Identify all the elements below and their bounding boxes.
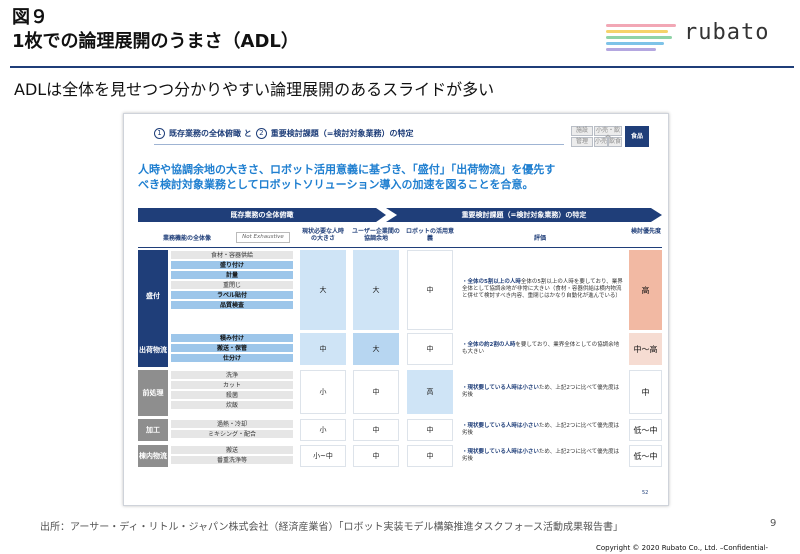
step-1-icon: 1	[154, 128, 165, 139]
task-item: 仕分け	[170, 353, 294, 363]
group-serving-tasks: 食材・容器供給 盛り付け 計量 重閉じ ラベル貼付 品質検査	[170, 250, 294, 310]
robot-preprocess: 高	[407, 370, 453, 414]
group-serving: 盛付	[138, 250, 168, 342]
header-divider	[10, 66, 794, 68]
labor-inbuilding: 小~中	[300, 445, 346, 467]
col-head-labor: 現状必要な人時の大きさ	[301, 228, 344, 242]
labor-processing: 小	[300, 419, 346, 441]
col-head-function: 業務機能の全体像	[162, 235, 211, 242]
robot-serving: 中	[407, 250, 453, 330]
robot-shipping: 中	[407, 333, 453, 365]
eval-inbuilding-bold: ・現状要している人時は小さい	[462, 449, 539, 455]
task-item: 計量	[170, 270, 294, 280]
task-item: 炊飯	[170, 400, 294, 410]
headline-line-2: べき検討対象業務としてロボットソリューション導入の加速を図ることを合意。	[138, 178, 534, 191]
group-processing: 加工	[138, 419, 168, 441]
step-header: 1 既存業務の全体俯瞰 と 2 重要検討課題（=検討対象業務）の特定	[154, 128, 414, 139]
priority-serving: 高	[629, 250, 662, 330]
source-note: 出所：アーサー・ディ・リトル・ジャパン株式会社（経済産業省）「ロボット実装モデル…	[40, 522, 623, 533]
tag-food-selected: 食品	[625, 126, 649, 147]
group-inbuilding-tasks: 搬送 番重洗浄等	[170, 445, 294, 465]
step-2-label: 重要検討課題（=検討対象業務）の特定	[270, 129, 414, 138]
slide-subtitle: ADLは全体を見せつつ分かりやすい論理展開のあるスライドが多い	[14, 80, 495, 99]
col-head-cooperation: ユーザー企業間の協調余地	[352, 228, 400, 242]
labor-serving: 大	[300, 250, 346, 330]
logo-stripes-icon	[606, 24, 676, 54]
eval-shipping-text: を要しており、業界全体としての協調余地も大きい	[462, 342, 620, 355]
cooperation-shipping: 大	[353, 333, 399, 365]
headline-line-1: 人時や協調余地の大きさ、ロボット活用意義に基づき、「盛付」「出荷物流」を優先す	[138, 163, 556, 176]
logo-text: rubato	[684, 20, 770, 45]
task-item: 洗浄	[170, 370, 294, 380]
eval-serving-text: 全体の5割以上の人時を要しており、業界全体として協調余地が非常に大きい（食材・容…	[462, 278, 623, 299]
eval-processing-text: ため、上記2つに比べて優先度は劣後	[462, 423, 620, 436]
tag-retail: 小売	[594, 137, 608, 147]
col-head-robot: ロボットの活用意義	[405, 228, 454, 242]
cooperation-preprocess: 中	[353, 370, 399, 414]
group-shipping: 出荷物流	[138, 333, 168, 367]
group-preprocess-tasks: 洗浄 カット 殺菌 炊飯	[170, 370, 294, 410]
robot-processing: 中	[407, 419, 453, 441]
eval-preprocess-bold: ・現状要している人時は小さい	[462, 385, 539, 391]
priority-shipping: 中～高	[629, 333, 662, 365]
task-item: ミキシング・配合	[170, 429, 294, 439]
eval-processing: ・現状要している人時は小さいため、上記2つに比べて優先度は劣後	[458, 420, 624, 440]
eval-serving-bold: ・全体の5割以上の人時	[462, 278, 521, 285]
group-processing-tasks: 過熱・冷却 ミキシング・配合	[170, 419, 294, 439]
task-item: 品質検査	[170, 300, 294, 310]
not-exhaustive-label: Not Exhaustive	[236, 232, 290, 243]
task-item: 殺菌	[170, 390, 294, 400]
table-top-rule	[138, 247, 662, 248]
figure-title: 1枚での論理展開のうまさ（ADL）	[12, 31, 299, 52]
col-head-evaluation: 評価	[533, 235, 546, 242]
inset-page-number: 52	[642, 490, 649, 496]
page-number: 9	[770, 518, 777, 529]
eval-inbuilding: ・現状要している人時は小さいため、上記2つに比べて優先度は劣後	[458, 446, 624, 466]
step-underline	[154, 144, 564, 145]
task-item: 盛り付け	[170, 260, 294, 270]
labor-preprocess: 小	[300, 370, 346, 414]
issues-arrow-bar: 重要検討課題（=検討対象業務）の特定	[386, 208, 662, 222]
task-item: 搬送	[170, 445, 294, 455]
tag-facility: 施設	[571, 126, 593, 136]
embedded-slide: 1 既存業務の全体俯瞰 と 2 重要検討課題（=検討対象業務）の特定 施設 小売…	[123, 113, 669, 506]
task-item: 搬送・保管	[170, 343, 294, 353]
tag-management: 管理	[571, 137, 593, 147]
tag-restaurant: 飲食	[608, 137, 622, 147]
task-item: 番重洗浄等	[170, 455, 294, 465]
group-preprocess: 前処理	[138, 370, 168, 416]
eval-serving: ・全体の5割以上の人時全体の5割以上の人時を要しており、業界全体として協調余地が…	[458, 264, 624, 314]
task-item: 積み付け	[170, 333, 294, 343]
tag-retail-food: 小売・飲食	[594, 126, 622, 142]
step-2-icon: 2	[255, 128, 267, 139]
eval-shipping-bold: ・全体の約2割の人時	[462, 342, 516, 348]
col-head-priority: 検討優先度	[630, 228, 661, 235]
group-shipping-tasks: 積み付け 搬送・保管 仕分け	[170, 333, 294, 363]
rubato-logo: rubato	[606, 18, 770, 58]
eval-preprocess: ・現状要している人時は小さいため、上記2つに比べて優先度は劣後	[458, 380, 624, 404]
priority-processing: 低～中	[629, 419, 662, 441]
group-inbuilding-logistics: 棟内物流	[138, 445, 168, 467]
step-1-label: 既存業務の全体俯瞰 と	[169, 129, 252, 138]
task-item: 過熱・冷却	[170, 419, 294, 429]
cooperation-processing: 中	[353, 419, 399, 441]
cooperation-serving: 大	[353, 250, 399, 330]
eval-inbuilding-text: ため、上記2つに比べて優先度は劣後	[462, 449, 620, 462]
overview-arrow-bar: 既存業務の全体俯瞰	[138, 208, 386, 222]
labor-shipping: 中	[300, 333, 346, 365]
slide-title: 図９ 1枚での論理展開のうまさ（ADL）	[12, 6, 299, 54]
task-item: カット	[170, 380, 294, 390]
robot-inbuilding: 中	[407, 445, 453, 467]
eval-processing-bold: ・現状要している人時は小さい	[462, 423, 539, 429]
task-item: 食材・容器供給	[170, 250, 294, 260]
task-item: ラベル貼付	[170, 290, 294, 300]
eval-shipping: ・全体の約2割の人時を要しており、業界全体としての協調余地も大きい	[458, 335, 624, 363]
eval-preprocess-text: ため、上記2つに比べて優先度は劣後	[462, 385, 620, 398]
figure-number: 図９	[12, 7, 48, 28]
priority-preprocess: 中	[629, 370, 662, 414]
cooperation-inbuilding: 中	[353, 445, 399, 467]
task-item: 重閉じ	[170, 280, 294, 290]
copyright-notice: Copyright © 2020 Rubato Co., Ltd. –Confi…	[596, 544, 769, 552]
priority-inbuilding: 低～中	[629, 445, 662, 467]
